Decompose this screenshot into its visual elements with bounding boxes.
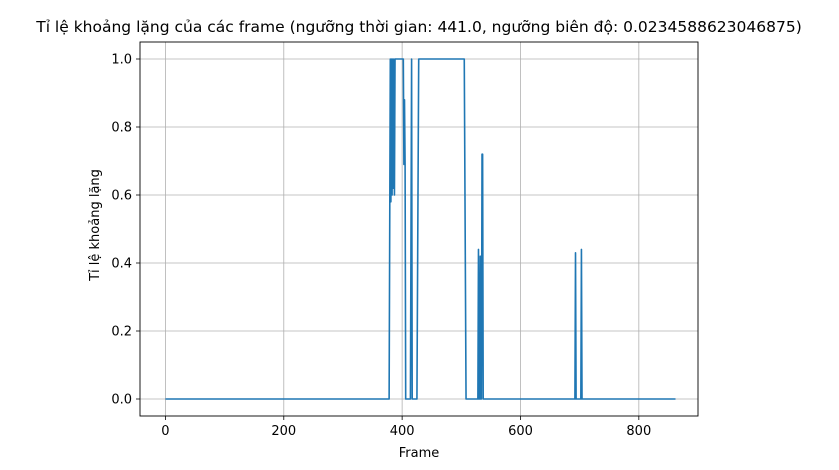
x-axis-label: Frame (399, 446, 440, 461)
series-line-0 (165, 58, 676, 400)
x-tick-label: 400 (390, 424, 415, 439)
x-tick-label: 200 (271, 424, 296, 439)
y-tick-label: 0.2 (111, 325, 132, 340)
x-tick-label: 800 (626, 424, 651, 439)
y-tick-label: 0.6 (111, 189, 132, 204)
plot-frame (139, 41, 699, 417)
x-tick-label: 600 (508, 424, 533, 439)
chart-title: Tỉ lệ khoảng lặng của các frame (ngưỡng … (35, 18, 802, 36)
y-tick-label: 0.8 (111, 121, 132, 136)
ticks: 0 200 400 600 800 0.0 0.2 0.4 0.6 0.8 1.0 (111, 53, 651, 440)
y-tick-label: 0.4 (111, 257, 132, 272)
x-tick-label: 0 (161, 424, 169, 439)
series-layer (165, 58, 676, 400)
y-tick-label: 0.0 (111, 393, 132, 408)
y-axis-label: Tỉ lệ khoảng lặng (88, 169, 103, 282)
y-tick-label: 1.0 (111, 53, 132, 68)
